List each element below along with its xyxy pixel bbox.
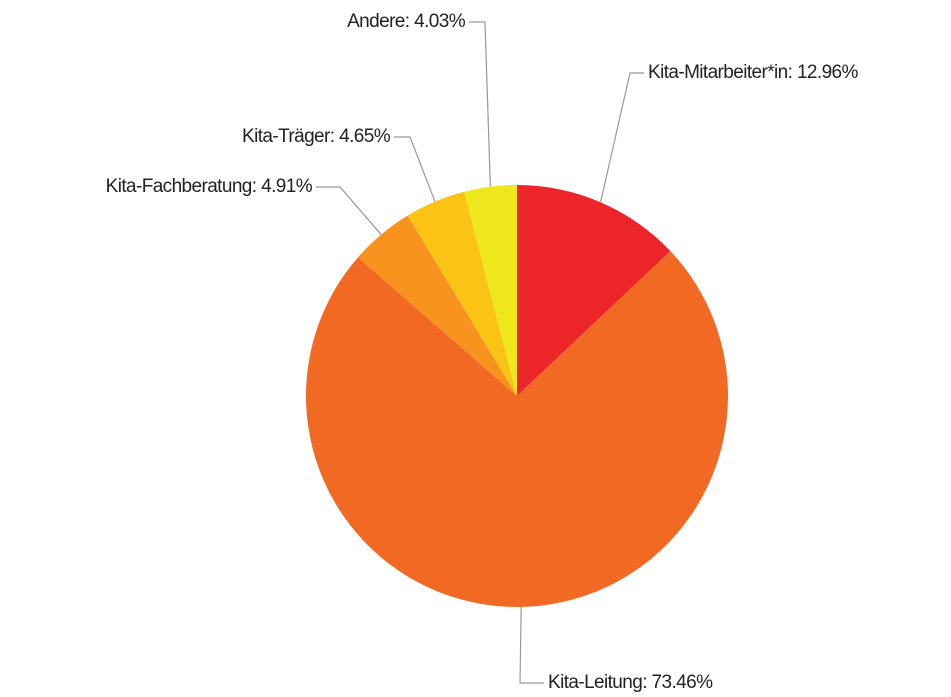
leader-line [599, 72, 644, 203]
slice-label: Kita-Fachberatung: 4.91% [106, 176, 313, 197]
pie-slice [464, 185, 517, 396]
slice-label: Andere: 4.03% [347, 11, 466, 32]
leader-line [316, 186, 382, 235]
pie-slice [407, 191, 517, 396]
slice-label: Kita-Träger: 4.65% [242, 126, 391, 147]
pie-slice [305, 251, 728, 608]
pie-slice [357, 215, 517, 396]
leader-line [394, 136, 436, 202]
slice-label: Kita-Mitarbeiter*in: 12.96% [648, 62, 859, 83]
leader-line [519, 606, 544, 684]
slice-label: Kita-Leitung: 73.46% [548, 672, 713, 693]
pie-slice [517, 185, 671, 396]
leader-line [469, 21, 491, 187]
